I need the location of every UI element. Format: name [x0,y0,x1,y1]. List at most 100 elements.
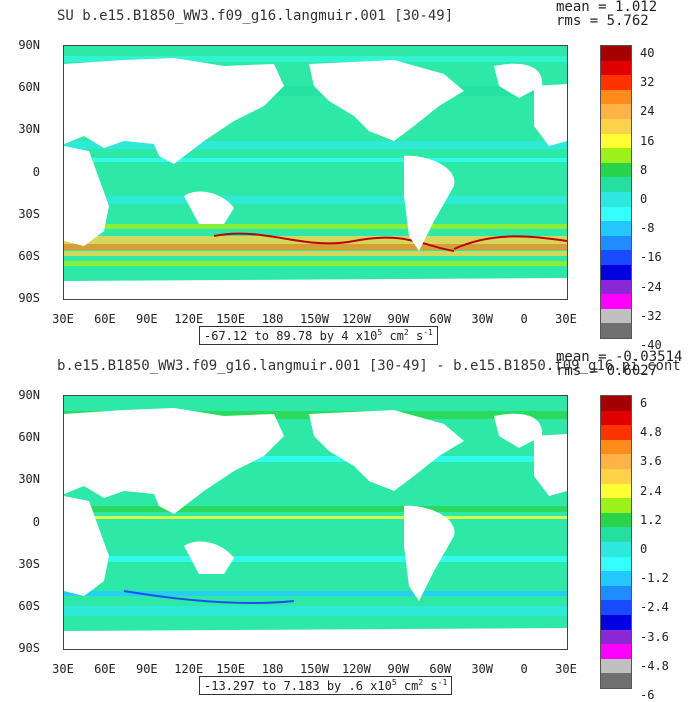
colorbar-swatch [601,454,631,469]
lon-tick-label: 90W [387,662,410,676]
colorbar-swatch [601,191,631,207]
colorbar-label: 1.2 [640,512,662,527]
southern-ocean-max [213,232,455,252]
panel-top: SU b.e15.B1850_WW3.f09_g16.langmuir.001 … [0,0,700,352]
colorbar-swatch [601,527,631,542]
map-field [64,396,567,649]
stats-readout: mean = -0.03514 rms = 0.6027 [556,350,682,378]
ocean-band [64,556,567,562]
lat-tick-label: 90N [18,38,40,52]
colorbar-label: 4.8 [640,425,662,440]
colorbar-swatch [601,148,631,163]
colorbar-swatch [601,439,631,455]
map-plot [63,45,568,300]
colorbar-swatch [601,264,631,280]
colorbar-swatch [601,75,631,90]
lon-tick-label: 60E [94,662,116,676]
lat-tick-label: 60N [18,430,40,445]
colorbar-swatch [601,206,631,222]
colorbar-swatch [601,89,631,105]
land-mass [64,496,109,596]
colorbar-label: 16 [640,133,655,148]
ocean-band [64,591,567,596]
colorbar-swatch [601,279,631,295]
colorbar-swatch [601,629,631,645]
lat-tick-label: 90N [18,388,40,402]
lat-tick-label: 0 [32,164,40,179]
lon-tick-label: 90E [135,662,158,676]
colorbar-swatch [601,673,631,688]
lon-tick-label: 60E [94,312,116,326]
colorbar-swatch [601,425,631,440]
land-mass [64,408,284,514]
lat-tick-label: 0 [32,514,40,529]
lon-tick-label: 60W [429,662,452,676]
ocean-band [64,56,567,62]
lon-tick-label: 120E [174,312,204,326]
colorbar-swatch [601,600,631,615]
ocean-band [64,261,567,266]
colorbar-label: 24 [640,104,655,119]
lon-tick-label: 120E [174,662,204,676]
lon-tick-label: 30W [471,662,493,676]
land-mass [64,278,567,299]
rms-label: rms = 5.762 [556,13,649,29]
land-mass [534,84,567,146]
lon-tick-label: 150W [300,662,329,676]
colorbar-label: 3.6 [640,454,662,469]
colorbar [600,45,632,339]
lon-tick-label: 90W [387,312,410,326]
colorbar-swatch [601,162,631,178]
lon-tick-label: 150E [216,312,246,326]
ocean-band [64,251,567,256]
lon-tick-label: 0 [520,662,528,676]
lon-tick-label: 30E [52,662,74,676]
mean-label: mean = 1.012 [556,0,658,15]
colorbar-swatch [601,250,631,265]
colorbar-swatch [601,396,631,411]
lon-tick-label: 30E [555,312,577,326]
colorbar-swatch [601,410,631,426]
lon-tick-label: 180 [261,312,284,326]
ocean-band [64,516,567,519]
land-mass [64,58,284,164]
colorbar-swatch [601,585,631,601]
lat-tick-label: 60S [18,248,40,263]
mean-label: mean = -0.03514 [556,349,683,365]
lon-tick-label: 90E [135,312,158,326]
lat-tick-label: 60N [18,80,40,95]
lon-tick-label: 30W [471,312,493,326]
rms-label: rms = 0.6027 [556,363,658,379]
lat-tick-label: 90S [18,641,40,655]
colorbar-label: -8 [640,221,655,236]
ocean-band [64,224,567,229]
ocean-band [64,141,567,149]
lat-tick-label: 30N [18,472,40,487]
lat-tick-label: 30S [18,556,40,571]
colorbar-label: -4.8 [640,658,669,673]
southern-ocean-max [453,235,567,250]
colorbar-label: -16 [640,250,662,265]
lon-tick-label: 30E [52,312,74,326]
lat-tick-label: 90S [18,291,40,305]
colorbar-label: 8 [640,162,648,177]
colorbar-swatch [601,60,631,76]
ocean-band [64,506,567,512]
panel-bottom: b.e15.B1850_WW3.f09_g16.langmuir.001 [30… [0,350,700,702]
colorbar-label: 0 [640,542,648,556]
colorbar-label: 40 [640,46,655,60]
land-mass [64,628,567,649]
ocean-band [64,456,567,462]
colorbar-label: -1.2 [640,571,669,586]
map-plot [63,395,568,650]
colorbar-label: 6 [640,396,648,410]
colorbar-swatch [601,104,631,119]
lat-tick-label: 30S [18,206,40,221]
land-mass [184,541,234,574]
lon-tick-label: 120W [341,312,371,326]
contour-range-box: -13.297 to 7.183 by .6 x105 cm2 s-1 [199,676,453,695]
lon-tick-label: 150W [300,312,329,326]
colorbar-swatch [601,118,631,134]
land-mass [494,413,543,448]
colorbar-swatch [601,308,631,324]
